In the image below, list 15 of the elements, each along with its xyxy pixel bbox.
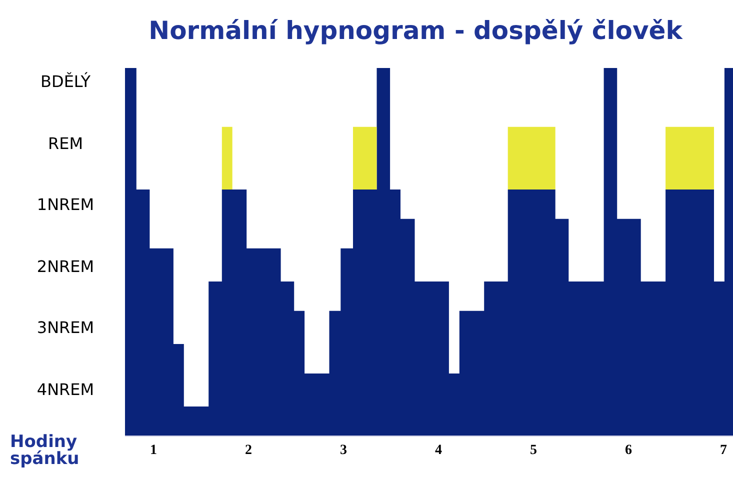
chart-title: Normální hypnogram - dospělý člověk: [148, 16, 684, 45]
text: 4NREM: [36, 380, 96, 400]
x-tick-label: 4: [435, 442, 442, 458]
text: 3NREM: [36, 318, 96, 338]
x-tick-label: 7: [720, 442, 727, 458]
x-tick-label: 1: [150, 442, 157, 458]
x-tick-label: 6: [625, 442, 632, 458]
x-tick-label: 2: [245, 442, 252, 458]
text: BDĚLÝ: [40, 72, 92, 92]
text: 1NREM: [36, 195, 96, 215]
x-tick-label: 5: [530, 442, 537, 458]
text: REM: [46, 134, 84, 154]
x-axis-title: Hodiny spánku: [10, 432, 80, 469]
x-tick-label: 3: [340, 442, 347, 458]
text: 2NREM: [36, 256, 96, 276]
